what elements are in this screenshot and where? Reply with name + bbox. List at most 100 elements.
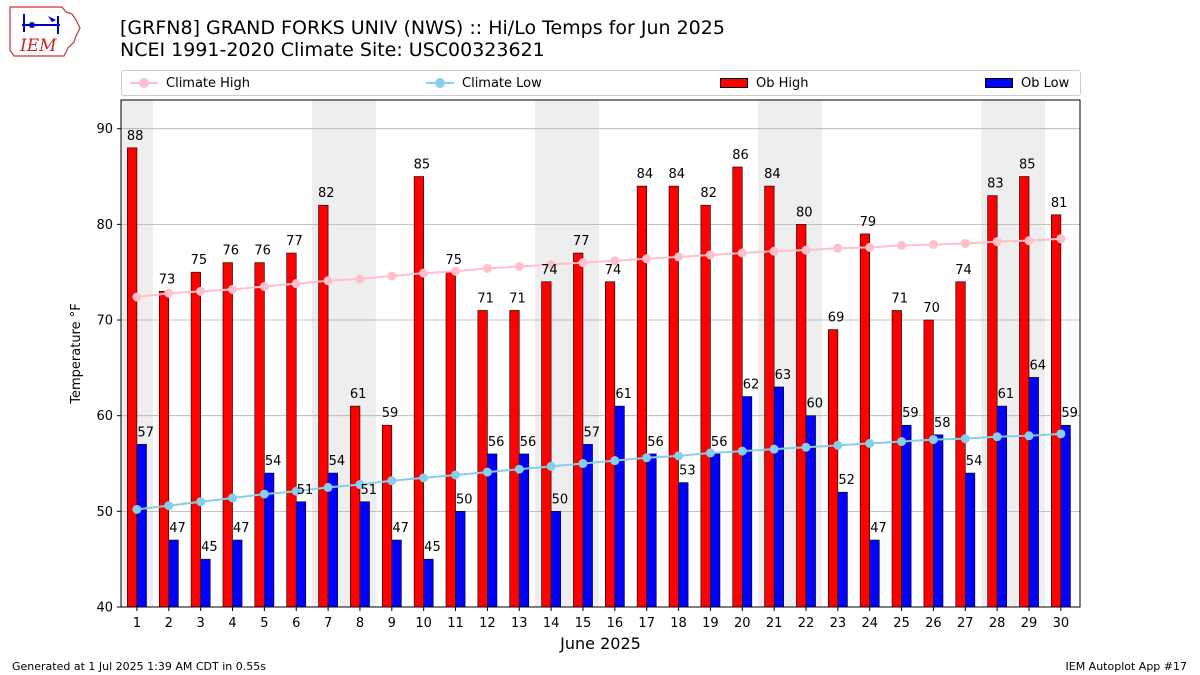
x-tick-label: 14	[543, 616, 560, 631]
bar-ob-high	[222, 262, 233, 608]
bar-ob-high	[350, 405, 361, 608]
label-ob-high: 84	[637, 167, 654, 182]
climate-low-point	[833, 440, 843, 450]
climate-high-point	[546, 260, 556, 270]
label-ob-low: 53	[679, 464, 696, 479]
bar-ob-high	[127, 147, 138, 608]
x-tick-label: 8	[356, 616, 364, 631]
climate-high-point	[642, 254, 652, 264]
climate-low-point	[164, 501, 174, 511]
climate-high-point	[482, 263, 492, 273]
climate-high-point	[1024, 236, 1034, 246]
climate-high-point	[769, 246, 779, 256]
x-tick-label: 27	[957, 616, 974, 631]
label-ob-low: 58	[934, 416, 951, 431]
label-ob-low: 54	[265, 454, 282, 469]
label-ob-low: 47	[169, 521, 186, 536]
climate-low-point	[355, 480, 365, 490]
label-ob-high: 75	[445, 253, 462, 268]
bar-ob-low	[487, 453, 498, 608]
label-ob-low: 50	[456, 492, 473, 507]
label-ob-high: 80	[796, 205, 813, 220]
label-ob-high: 84	[764, 167, 781, 182]
bar-ob-high	[381, 424, 393, 608]
label-ob-low: 47	[870, 521, 887, 536]
climate-low-point	[419, 473, 429, 483]
climate-high-point	[164, 288, 174, 298]
climate-high-point	[674, 252, 684, 262]
climate-high-point	[323, 276, 333, 286]
label-ob-high: 88	[127, 129, 144, 144]
bar-ob-high	[987, 195, 998, 608]
climate-low-point	[259, 489, 269, 499]
climate-high-point	[705, 250, 715, 260]
climate-low-point	[578, 459, 588, 469]
climate-low-point	[132, 504, 142, 514]
x-tick-label: 25	[893, 616, 910, 631]
label-ob-high: 77	[573, 234, 590, 249]
legend-climate-low: Climate Low	[426, 74, 542, 92]
label-ob-low: 56	[520, 435, 537, 450]
x-axis-label: June 2025	[559, 634, 641, 653]
climate-high-point	[387, 271, 397, 281]
bar-ob-high	[477, 310, 488, 608]
label-ob-low: 50	[552, 492, 569, 507]
bar-ob-high	[732, 166, 743, 608]
label-ob-high: 77	[286, 234, 303, 249]
climate-low-point	[897, 437, 907, 447]
label-ob-high: 61	[350, 387, 367, 402]
bar-ob-low	[295, 501, 307, 608]
x-tick-label: 9	[388, 616, 396, 631]
legend-ob-high: Ob High	[720, 74, 809, 92]
climate-high-point	[1056, 234, 1066, 244]
bar-ob-low	[965, 472, 976, 608]
label-ob-high: 84	[669, 167, 686, 182]
label-ob-low: 59	[1061, 406, 1078, 421]
climate-low-point	[1024, 431, 1034, 441]
climate-low-point	[1056, 429, 1066, 439]
bar-ob-high	[923, 319, 934, 608]
climate-high-point	[419, 268, 429, 278]
x-tick-label: 16	[607, 616, 624, 631]
y-tick-label: 80	[96, 218, 113, 233]
label-ob-high: 69	[828, 311, 845, 326]
climate-high-point	[291, 279, 301, 289]
label-ob-high: 85	[414, 158, 431, 173]
bar-ob-low	[455, 511, 466, 608]
label-ob-high: 71	[509, 291, 526, 306]
label-ob-low: 47	[233, 521, 250, 536]
climate-low-point	[674, 451, 684, 461]
x-tick-label: 7	[324, 616, 332, 631]
climate-high-point	[228, 284, 238, 294]
label-ob-low: 60	[807, 397, 824, 412]
climate-high-point	[196, 286, 206, 296]
label-ob-low: 63	[775, 368, 792, 383]
climate-low-point	[196, 497, 206, 507]
label-ob-low: 56	[647, 435, 664, 450]
bar-ob-low	[200, 558, 211, 608]
climate-low-point	[769, 444, 779, 454]
bar-ob-low	[869, 539, 880, 608]
bar-ob-high	[796, 224, 807, 608]
label-ob-high: 73	[159, 272, 176, 287]
x-tick-label: 13	[511, 616, 528, 631]
y-tick-label: 60	[96, 409, 113, 424]
climate-high-point	[928, 239, 938, 249]
climate-high-point	[610, 256, 620, 266]
bar-ob-high	[318, 204, 329, 608]
label-ob-high: 85	[1019, 158, 1036, 173]
label-ob-high: 79	[860, 215, 877, 230]
climate-low-point	[992, 432, 1002, 442]
y-tick-label: 50	[96, 505, 113, 520]
x-tick-label: 30	[1053, 616, 1070, 631]
climate-high-point	[865, 242, 875, 252]
climate-low-point	[737, 446, 747, 456]
label-ob-high: 76	[222, 244, 239, 259]
bar-ob-high	[158, 291, 170, 608]
climate-high-point	[578, 258, 588, 268]
label-ob-low: 45	[201, 540, 218, 555]
label-ob-high: 74	[541, 263, 558, 278]
bar-ob-low	[1028, 377, 1039, 608]
iem-logo: IEM	[9, 6, 81, 57]
climate-high-point	[355, 274, 365, 284]
